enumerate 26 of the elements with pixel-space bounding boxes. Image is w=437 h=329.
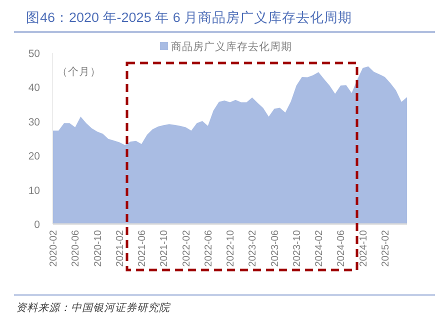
- legend: 商品房广义库存去化周期: [160, 41, 292, 53]
- x-tick-label: 2020-10: [92, 230, 104, 267]
- chart-title: 图46：2020 年-2025 年 6 月商品房广义库存去化周期: [26, 10, 352, 25]
- y-tick-label: 40: [28, 82, 40, 94]
- x-tick-label: 2022-02: [181, 230, 192, 267]
- text: 资料来源：中国银河证券研究院: [16, 302, 171, 314]
- x-tick-label: 2021-02: [114, 230, 126, 267]
- x-tick-label: 2025-02: [380, 230, 392, 267]
- x-tick-label: 2023-02: [248, 230, 259, 267]
- x-tick-label: 2023-10: [292, 230, 303, 267]
- x-tick-label: 2021-10: [159, 230, 170, 267]
- x-tick-label: 2020-06: [70, 230, 82, 267]
- y-tick-label: 50: [28, 48, 40, 60]
- x-tick-label: 2021-06: [137, 230, 148, 267]
- x-tick-label: 2020-02: [48, 230, 60, 267]
- y-tick-label: 30: [28, 116, 40, 128]
- y-tick-label: 20: [28, 150, 40, 163]
- y-axis-title: （个月）: [57, 66, 101, 78]
- x-tick-label: 2024-02: [314, 230, 325, 267]
- x-tick-label: 2024-06: [336, 230, 348, 267]
- x-tick-label: 2023-06: [270, 230, 281, 267]
- y-tick-label: 0: [34, 219, 40, 231]
- x-tick-label: 2022-06: [203, 230, 214, 267]
- x-tick-label: 2024-10: [358, 230, 370, 267]
- x-tick-label: 2022-10: [226, 230, 236, 267]
- y-tick-label: 10: [28, 184, 40, 197]
